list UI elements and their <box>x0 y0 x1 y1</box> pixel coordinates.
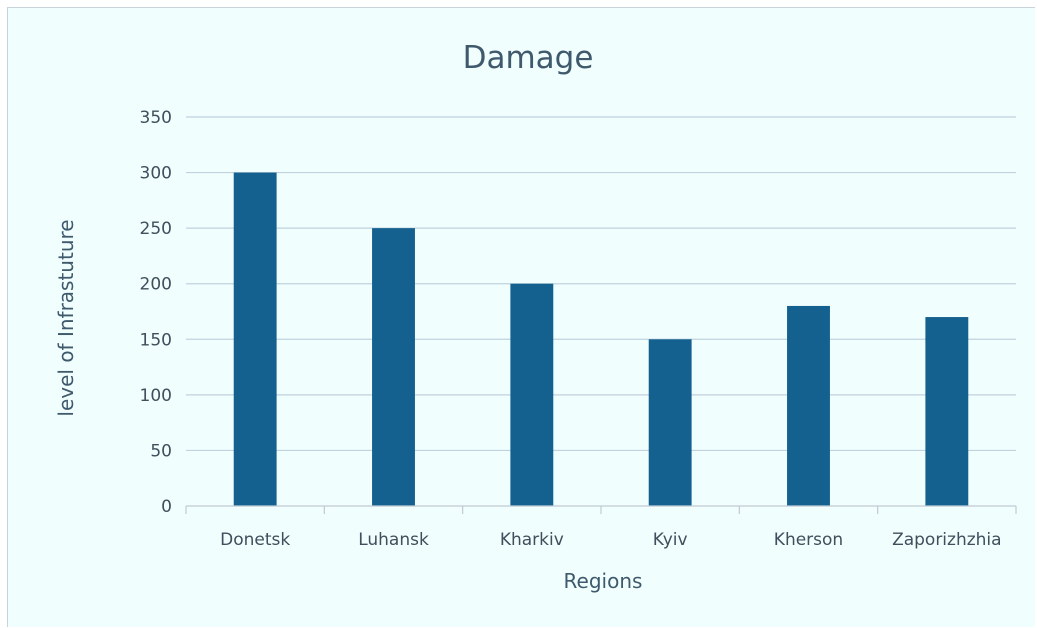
y-tick-label: 50 <box>150 441 172 461</box>
y-tick-label: 300 <box>140 164 172 184</box>
gridlines <box>186 116 1016 452</box>
y-tick-label: 100 <box>140 386 172 406</box>
x-category-label: Kyiv <box>653 530 688 550</box>
bar-luhansk <box>372 228 415 506</box>
y-tick-label: 250 <box>140 219 172 239</box>
bars <box>233 172 969 507</box>
x-axis <box>185 505 1017 514</box>
chart-area: Damage 0 50 100 150 200 250 300 350 Donetsk Luha… <box>7 7 1035 627</box>
bar-donetsk <box>233 172 277 507</box>
y-axis-title: level of Infrastuture <box>54 219 78 416</box>
y-tick-label: 350 <box>140 108 172 128</box>
bar-chart: Damage 0 50 100 150 200 250 300 350 Donetsk Luha… <box>54 40 1017 593</box>
chart-title: Damage <box>463 40 594 76</box>
x-category-label: Zaporizhzhia <box>892 530 1002 550</box>
bar-kharkiv <box>510 283 554 506</box>
x-category-label: Donetsk <box>220 530 290 550</box>
y-tick-label: 0 <box>161 497 172 517</box>
x-category-label: Kherson <box>774 530 843 550</box>
x-category-label: Luhansk <box>358 530 429 550</box>
y-axis-ticks: 0 50 100 150 200 250 300 350 <box>140 108 172 517</box>
x-axis-categories: Donetsk Luhansk Kharkiv Kyiv Kherson Zaporizh… <box>220 530 1001 550</box>
bar-kherson <box>787 305 830 506</box>
bar-kyiv <box>648 339 692 506</box>
bar-zaporizhzhia <box>925 317 969 506</box>
x-category-label: Kharkiv <box>500 530 564 550</box>
y-tick-label: 150 <box>140 330 172 350</box>
y-tick-label: 200 <box>140 275 172 295</box>
x-axis-title: Regions <box>564 569 643 593</box>
